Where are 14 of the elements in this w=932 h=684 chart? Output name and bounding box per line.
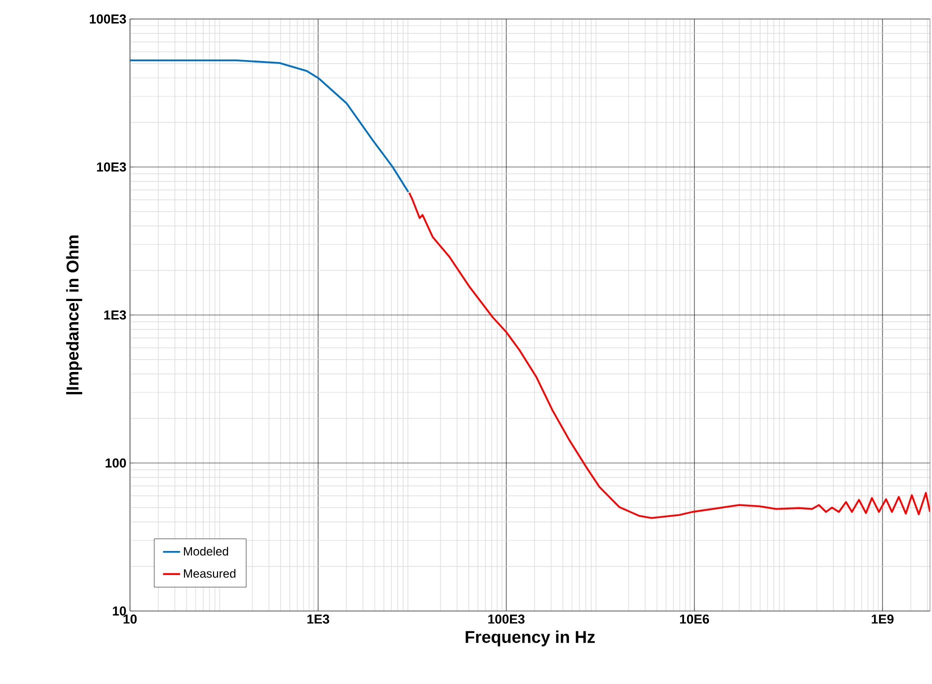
x-axis-title: Frequency in Hz bbox=[466, 630, 595, 646]
y-tick-label: 1E3 bbox=[104, 310, 126, 320]
legend-label: Modeled bbox=[184, 546, 228, 556]
y-tick-label: 10E3 bbox=[97, 162, 126, 172]
y-tick-label: 100E3 bbox=[90, 14, 126, 24]
y-tick-label: 10 bbox=[112, 606, 126, 616]
x-tick-label: 10E6 bbox=[680, 614, 710, 624]
x-tick-label: 1E9 bbox=[872, 614, 894, 624]
y-tick-label: 100 bbox=[106, 458, 126, 468]
legend-label: Measured bbox=[184, 568, 236, 578]
x-tick-label: 1E3 bbox=[307, 614, 330, 624]
y-axis-title: |Impedance| in Ohm bbox=[66, 236, 82, 394]
x-tick-label: 100E3 bbox=[488, 614, 525, 624]
x-tick-label: 10 bbox=[124, 614, 137, 624]
